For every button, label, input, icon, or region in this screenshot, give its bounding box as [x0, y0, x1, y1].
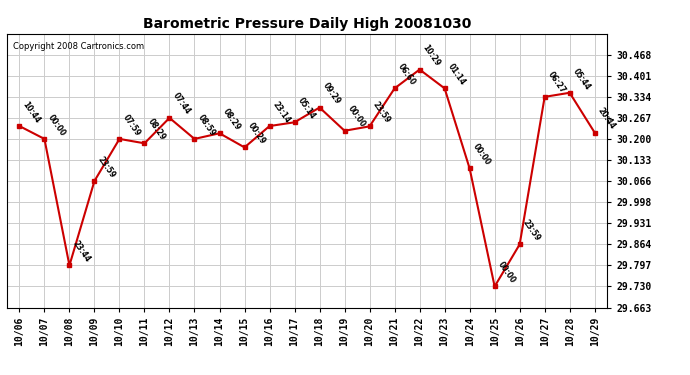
Text: 00:00: 00:00: [46, 112, 67, 138]
Text: 09:29: 09:29: [321, 81, 342, 106]
Text: 06:60: 06:60: [396, 62, 417, 87]
Text: 00:29: 00:29: [246, 121, 267, 146]
Text: 23:14: 23:14: [271, 100, 292, 124]
Text: 08:29: 08:29: [221, 107, 242, 132]
Text: Copyright 2008 Cartronics.com: Copyright 2008 Cartronics.com: [13, 42, 144, 51]
Text: 10:29: 10:29: [421, 43, 442, 68]
Text: 23:59: 23:59: [371, 100, 392, 125]
Text: 08:59: 08:59: [196, 112, 217, 138]
Text: 05:14: 05:14: [296, 96, 317, 121]
Text: 00:00: 00:00: [496, 260, 518, 285]
Text: 23:44: 23:44: [71, 239, 92, 264]
Text: 00:00: 00:00: [471, 142, 492, 167]
Text: 20:44: 20:44: [596, 106, 618, 131]
Text: 07:59: 07:59: [121, 112, 142, 138]
Text: 06:27: 06:27: [546, 70, 567, 96]
Text: 05:44: 05:44: [571, 66, 592, 92]
Title: Barometric Pressure Daily High 20081030: Barometric Pressure Daily High 20081030: [143, 17, 471, 31]
Text: 23:59: 23:59: [521, 218, 542, 243]
Text: 07:44: 07:44: [171, 92, 192, 117]
Text: 10:44: 10:44: [21, 100, 42, 124]
Text: 01:14: 01:14: [446, 62, 467, 87]
Text: 00:00: 00:00: [346, 105, 367, 129]
Text: 08:29: 08:29: [146, 117, 167, 142]
Text: 23:59: 23:59: [96, 155, 117, 180]
